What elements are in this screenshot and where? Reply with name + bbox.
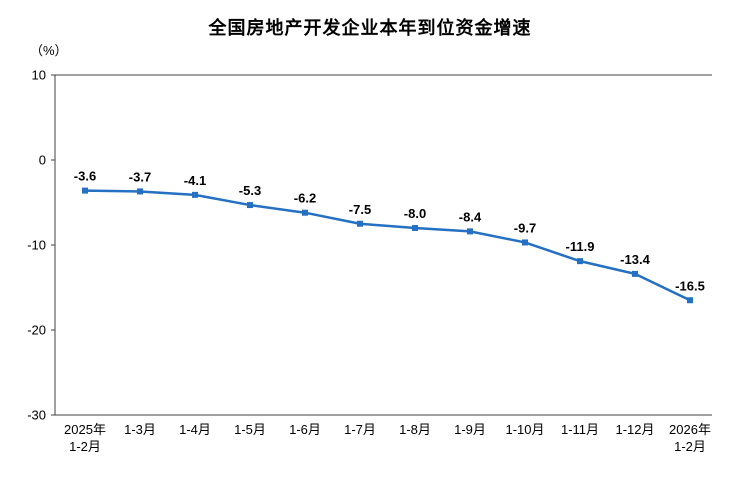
y-tick-label: -10 bbox=[27, 238, 46, 253]
y-tick-label: -30 bbox=[27, 408, 46, 423]
y-tick-label: -20 bbox=[27, 323, 46, 338]
x-tick-label: 1-7月 bbox=[344, 422, 376, 437]
x-tick-label: 1-5月 bbox=[234, 422, 266, 437]
data-point-marker bbox=[192, 191, 198, 198]
x-tick-label: 2026年 bbox=[669, 422, 711, 437]
data-point-label: -3.7 bbox=[129, 169, 151, 184]
y-tick-label: 0 bbox=[39, 153, 46, 168]
x-tick-label: 1-9月 bbox=[454, 422, 486, 437]
data-point-marker bbox=[357, 220, 363, 227]
data-point-marker bbox=[577, 258, 583, 265]
data-line bbox=[84, 189, 691, 302]
x-tick-label: 2025年 bbox=[64, 422, 106, 437]
data-point-label: -11.9 bbox=[566, 239, 595, 254]
data-point-marker bbox=[247, 202, 253, 209]
chart-title: 全国房地产开发企业本年到位资金增速 bbox=[208, 18, 532, 38]
data-point-marker bbox=[302, 209, 308, 216]
x-tick-label: 1-11月 bbox=[561, 422, 599, 437]
x-tick-label: 1-2月 bbox=[674, 439, 706, 454]
data-point-label: -8.0 bbox=[404, 206, 426, 221]
x-tick-label: 1-10月 bbox=[505, 422, 544, 437]
data-point-label: -7.5 bbox=[349, 202, 371, 217]
data-point-label: -9.7 bbox=[514, 220, 536, 235]
data-point-label: -4.1 bbox=[184, 173, 206, 188]
x-tick-label: 1-2月 bbox=[69, 439, 101, 454]
data-point-marker bbox=[467, 228, 473, 235]
x-tick-label: 1-8月 bbox=[399, 422, 431, 437]
x-tick-label: 1-3月 bbox=[124, 422, 156, 437]
data-point-marker bbox=[522, 239, 528, 246]
data-point-label: -5.3 bbox=[239, 183, 261, 198]
x-tick-label: 1-4月 bbox=[179, 422, 211, 437]
data-point-marker bbox=[687, 297, 693, 304]
x-tick-label: 1-6月 bbox=[289, 422, 321, 437]
x-tick-label: 1-12月 bbox=[615, 422, 654, 437]
data-point-marker bbox=[82, 187, 88, 194]
data-point-marker bbox=[632, 270, 638, 277]
data-point-marker bbox=[137, 188, 143, 195]
data-point-label: -3.6 bbox=[74, 169, 96, 184]
data-point-label: -13.4 bbox=[620, 252, 650, 267]
data-point-label: -8.4 bbox=[459, 209, 482, 224]
y-tick-label: 10 bbox=[32, 68, 46, 83]
y-axis-unit-label: （%） bbox=[30, 43, 68, 58]
data-point-label: -6.2 bbox=[294, 191, 316, 206]
data-point-label: -16.5 bbox=[675, 278, 705, 293]
data-point-marker bbox=[412, 225, 418, 231]
